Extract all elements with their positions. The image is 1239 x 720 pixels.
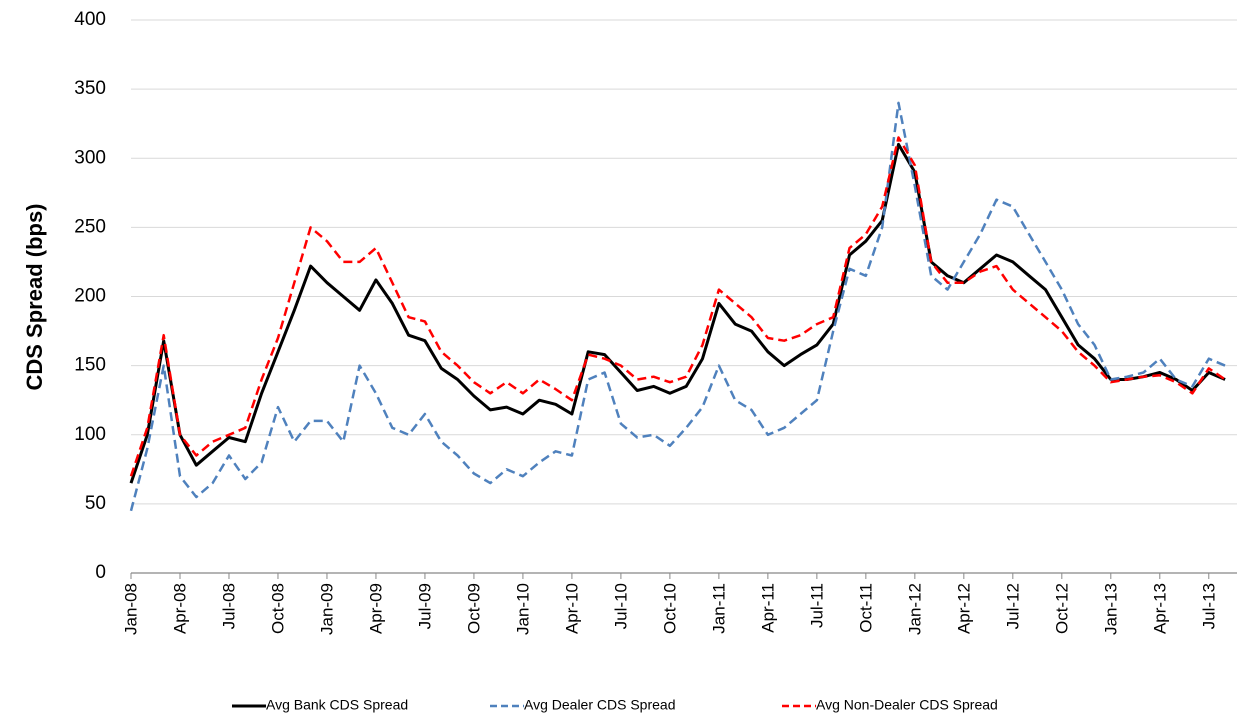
x-tick-label: Apr-09 (366, 583, 385, 634)
x-tick-label: Apr-11 (758, 583, 777, 633)
legend-label: Avg Dealer CDS Spread (524, 697, 675, 713)
x-tick-label: Jan-13 (1101, 583, 1120, 635)
x-tick-label: Jan-10 (513, 583, 532, 635)
x-tick-label: Jul-13 (1199, 583, 1218, 629)
legend-label: Avg Non-Dealer CDS Spread (816, 697, 998, 713)
x-tick-label: Jul-10 (611, 583, 630, 629)
x-tick-label: Apr-13 (1150, 583, 1169, 634)
data-line (129, 101, 1226, 512)
x-tick-label: Jul-09 (415, 583, 434, 629)
y-tick-label: 100 (74, 424, 106, 445)
y-tick-label: 300 (74, 147, 106, 168)
x-tick-label: Jul-08 (219, 583, 238, 629)
y-tick-label: 150 (74, 355, 106, 376)
x-tick-label: Apr-12 (954, 583, 973, 634)
y-tick-label: 200 (74, 286, 106, 307)
y-tick-label: 350 (74, 78, 106, 99)
legend-label: Avg Bank CDS Spread (266, 697, 408, 713)
x-tick-label: Jul-12 (1003, 583, 1022, 629)
y-tick-label: 400 (74, 9, 106, 30)
x-tick-label: Jan-09 (317, 583, 336, 635)
x-tick-label: Apr-10 (562, 583, 581, 634)
x-tick-label: Jul-11 (807, 583, 826, 628)
x-tick-label: Jan-08 (121, 583, 140, 635)
x-tick-label: Oct-11 (856, 583, 875, 633)
y-tick-label: 50 (85, 493, 106, 514)
y-tick-label: 0 (95, 562, 106, 583)
y-axis-label: CDS Spread (bps) (22, 203, 47, 390)
y-tick-label: 250 (74, 216, 106, 237)
x-tick-label: Oct-09 (464, 583, 483, 634)
x-tick-label: Oct-10 (660, 583, 679, 634)
x-tick-label: Oct-12 (1052, 583, 1071, 634)
x-tick-label: Oct-08 (268, 583, 287, 634)
x-tick-label: Jan-12 (905, 583, 924, 635)
x-tick-label: Apr-08 (170, 583, 189, 634)
data-line (129, 142, 1226, 484)
data-line (129, 136, 1226, 477)
x-tick-label: Jan-11 (709, 583, 728, 634)
